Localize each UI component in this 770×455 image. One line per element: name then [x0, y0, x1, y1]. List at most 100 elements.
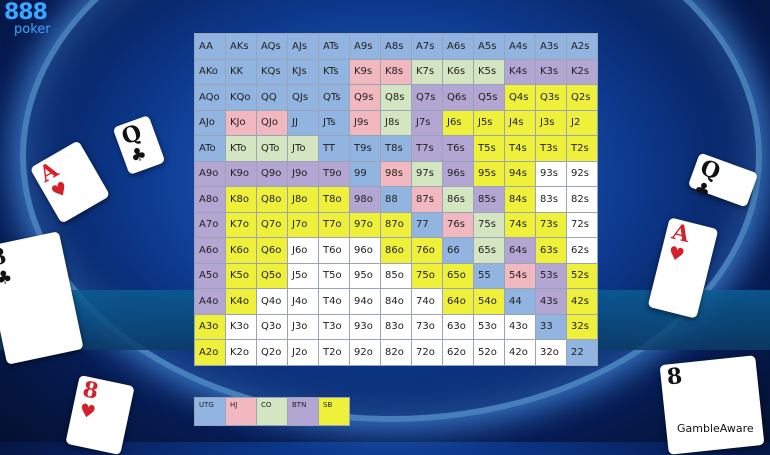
hand-cell: 75s — [473, 211, 505, 238]
hand-cell: 22 — [566, 339, 598, 366]
card-suit-icon: ♥ — [665, 242, 687, 267]
hand-cell: T6o — [318, 237, 350, 264]
hand-cell: 52s — [566, 262, 598, 289]
hand-cell: T5s — [473, 135, 505, 162]
hand-cell: 84o — [380, 288, 412, 315]
hand-cell: AJo — [194, 109, 226, 136]
grid-row: A6o K6o Q6o J6o T6o 96o 86o 76o 66 65s 64s 63s 62s — [194, 237, 598, 264]
hand-cell: AJs — [287, 33, 319, 60]
hand-cell: 92o — [349, 339, 381, 366]
hand-cell: A7o — [194, 211, 226, 238]
brand-word: poker — [14, 22, 51, 37]
hand-cell: K4s — [504, 58, 536, 85]
card-rank: 8 — [80, 376, 101, 405]
hand-cell: 64o — [442, 288, 474, 315]
hand-cell: 99 — [349, 160, 381, 187]
hand-cell: AQo — [194, 84, 226, 111]
hand-cell: K4o — [225, 288, 257, 315]
hand-cell: 73s — [535, 211, 567, 238]
hand-cell: 93s — [535, 160, 567, 187]
hand-cell: 53o — [473, 313, 505, 340]
hand-cell: KQs — [256, 58, 288, 85]
hand-cell: T3o — [318, 313, 350, 340]
hand-cell: J3o — [287, 313, 319, 340]
hand-cell: Q9o — [256, 160, 288, 187]
hand-cell: K9s — [349, 58, 381, 85]
hand-cell: T2s — [566, 135, 598, 162]
hand-cell: 42s — [566, 288, 598, 315]
grid-row: A7o K7o Q7o J7o T7o 97o 87o 77 76s 75s 74s 73s 72s — [194, 211, 598, 238]
hand-cell: KJo — [225, 109, 257, 136]
hand-cell: J5s — [473, 109, 505, 136]
hand-range-grid: AA AKs AQs AJs ATs A9s A8s A7s A6s A5s A4s A3s A2s AK… — [194, 33, 598, 366]
card-suit-icon: ♥ — [77, 399, 98, 424]
hand-cell: T8o — [318, 186, 350, 213]
hand-cell: 93o — [349, 313, 381, 340]
hand-cell: 97s — [411, 160, 443, 187]
grid-row: A2o K2o Q2o J2o T2o 92o 82o 72o 62o 52o 42o 32o 22 — [194, 339, 598, 366]
hand-cell: A6o — [194, 237, 226, 264]
hand-cell: T5o — [318, 262, 350, 289]
hand-cell: K5s — [473, 58, 505, 85]
hand-cell: T6s — [442, 135, 474, 162]
hand-cell: K3s — [535, 58, 567, 85]
hand-cell: J3s — [535, 109, 567, 136]
legend-item-utg: UTG — [194, 397, 226, 426]
playing-card: 8 ♥ — [65, 374, 135, 455]
hand-cell: 42o — [504, 339, 536, 366]
hand-cell: 96s — [442, 160, 474, 187]
hand-cell: 55 — [473, 262, 505, 289]
hand-cell: QTs — [318, 84, 350, 111]
card-suit-icon: ♥ — [47, 177, 73, 204]
hand-cell: A2s — [566, 33, 598, 60]
gamble-aware-logo: GambleAware — [674, 421, 757, 436]
hand-cell: A3s — [535, 33, 567, 60]
hand-cell: A8o — [194, 186, 226, 213]
hand-cell: J9s — [349, 109, 381, 136]
hand-cell: KTo — [225, 135, 257, 162]
hand-cell: Q6o — [256, 237, 288, 264]
hand-cell: 66 — [442, 237, 474, 264]
hand-cell: J4s — [504, 109, 536, 136]
hand-cell: 64s — [504, 237, 536, 264]
hand-cell: A5s — [473, 33, 505, 60]
hand-cell: Q3s — [535, 84, 567, 111]
hand-cell: J7o — [287, 211, 319, 238]
hand-cell: 62o — [442, 339, 474, 366]
hand-cell: 54o — [473, 288, 505, 315]
hand-cell: 72o — [411, 339, 443, 366]
hand-cell: AKs — [225, 33, 257, 60]
hand-cell: 85o — [380, 262, 412, 289]
hand-cell: T2o — [318, 339, 350, 366]
hand-cell: A5o — [194, 262, 226, 289]
hand-cell: 63s — [535, 237, 567, 264]
hand-cell: 95s — [473, 160, 505, 187]
hand-cell: JJ — [287, 109, 319, 136]
hand-cell: A8s — [380, 33, 412, 60]
hand-cell: Q5s — [473, 84, 505, 111]
hand-cell: K8o — [225, 186, 257, 213]
hand-cell: T9s — [349, 135, 381, 162]
hand-cell: Q7s — [411, 84, 443, 111]
hand-cell: T7s — [411, 135, 443, 162]
hand-cell: 76o — [411, 237, 443, 264]
hand-cell: T8s — [380, 135, 412, 162]
hand-cell: A3o — [194, 313, 226, 340]
hand-cell: J6o — [287, 237, 319, 264]
grid-row: AQo KQo QQ QJs QTs Q9s Q8s Q7s Q6s Q5s Q4s Q3s Q2s — [194, 84, 598, 111]
card-rank: 8 — [665, 363, 684, 391]
hand-cell: KJs — [287, 58, 319, 85]
hand-cell: 95o — [349, 262, 381, 289]
hand-cell: K6s — [442, 58, 474, 85]
hand-cell: Q7o — [256, 211, 288, 238]
hand-cell: 75o — [411, 262, 443, 289]
hand-cell: A7s — [411, 33, 443, 60]
hand-cell: T3s — [535, 135, 567, 162]
card-suit-icon: ♣ — [127, 142, 150, 168]
hand-cell: 74s — [504, 211, 536, 238]
hand-cell: QJs — [287, 84, 319, 111]
grid-row: AA AKs AQs AJs ATs A9s A8s A7s A6s A5s A4s A3s A2s — [194, 33, 598, 60]
grid-row: A5o K5o Q5o J5o T5o 95o 85o 75o 65o 55 54s 53s 52s — [194, 262, 598, 289]
hand-cell: J8o — [287, 186, 319, 213]
hand-cell: J8s — [380, 109, 412, 136]
